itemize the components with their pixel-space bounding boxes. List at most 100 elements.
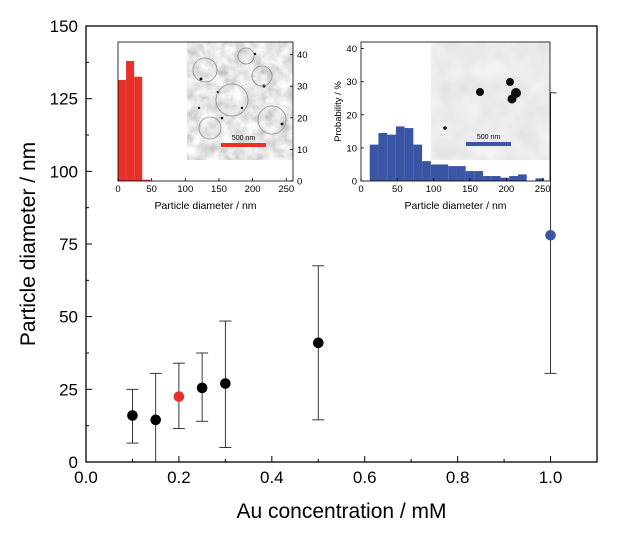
y-tick-label: 125 — [50, 90, 78, 109]
data-point — [196, 382, 208, 394]
histogram-bar — [142, 179, 151, 181]
histogram-bar — [465, 171, 475, 181]
histogram-bar — [518, 174, 527, 181]
y-tick-label: 100 — [50, 162, 78, 181]
nanoparticle — [253, 52, 257, 56]
inset-x-tick-label: 100 — [426, 184, 442, 195]
inset-x-tick-label: 150 — [211, 184, 227, 195]
histogram-bar — [395, 126, 405, 181]
inset-y-tick-label: 30 — [346, 77, 357, 88]
histogram-bar — [134, 76, 143, 181]
histogram-bar — [474, 171, 484, 181]
x-tick-label: 0.4 — [260, 468, 284, 487]
inset-x-tick-label: 50 — [392, 184, 403, 195]
y-tick-label: 0 — [69, 453, 78, 472]
nanoparticle — [199, 77, 203, 81]
histogram-bar — [387, 134, 396, 181]
histogram-bar — [483, 176, 492, 181]
data-point — [173, 391, 185, 402]
inset-frame — [360, 41, 551, 182]
x-axis-label: Au concentration / mM — [236, 500, 446, 523]
bubble-outline — [192, 57, 218, 83]
nanoparticle — [240, 106, 244, 110]
scale-bar-label-blue: 500 nm — [477, 134, 501, 141]
inset-x-tick-label: 0 — [358, 184, 363, 195]
histogram-bar — [422, 161, 431, 181]
bubble-outline — [251, 65, 273, 87]
nanoparticle — [476, 88, 484, 96]
inset-x-tick-label: 250 — [535, 184, 551, 195]
histogram-bar — [535, 178, 545, 181]
scale-bar-red — [221, 143, 266, 147]
tem-image-blue — [431, 42, 550, 160]
histogram-bar — [456, 166, 466, 181]
nanoparticle — [197, 106, 201, 110]
histogram-bar — [430, 164, 440, 181]
histogram-bar — [404, 128, 414, 181]
y-tick-label: 75 — [59, 235, 78, 254]
x-tick-label: 0.8 — [446, 468, 470, 487]
inset-x-tick-label: 200 — [498, 184, 514, 195]
x-tick-label: 0.0 — [74, 468, 98, 487]
inset-histogram-blue: 0 50 100 150 200 250 0 10 20 30 40 Particle diamete… — [333, 41, 551, 212]
nanoparticle — [443, 126, 447, 130]
inset-y-tick-label: 0 — [297, 177, 302, 188]
x-tick-label: 0.6 — [353, 468, 377, 487]
data-point — [127, 410, 138, 421]
nanoparticle — [506, 78, 514, 86]
inset-frame — [117, 41, 294, 182]
inset-x-axis-label: Particle diameter / nm — [154, 200, 256, 212]
inset-x-tick-label: 200 — [245, 184, 261, 195]
inset-y-tick-label: 0 — [352, 177, 357, 188]
x-tick-label: 0.2 — [167, 468, 191, 487]
nanoparticle — [220, 116, 224, 120]
tem-image-blue-particles — [443, 78, 521, 130]
bubble-outline — [198, 116, 222, 140]
y-tick-label: 150 — [50, 17, 78, 36]
tem-image-red-features — [192, 47, 287, 140]
inset-y-tick-label: 40 — [297, 50, 308, 61]
data-point — [545, 229, 556, 241]
inset-x-axis-label: Particle diameter / nm — [404, 200, 506, 212]
inset-x-tick-label: 50 — [146, 184, 157, 195]
nanoparticle — [507, 94, 517, 104]
y-tick-label: 25 — [59, 380, 78, 399]
histogram-bar — [126, 60, 135, 181]
bubble-outline — [257, 105, 287, 135]
inset-y-tick-label: 30 — [297, 82, 308, 93]
y-axis-label: Particle diameter / nm — [17, 142, 40, 346]
scale-bar-label-red: 500 nm — [232, 135, 256, 142]
data-point — [312, 337, 324, 349]
bubble-outline — [237, 47, 255, 65]
data-point — [150, 414, 161, 426]
inset-x-tick-label: 250 — [278, 184, 294, 195]
x-tick-label: 1.0 — [539, 468, 563, 487]
histogram-bar — [509, 176, 519, 181]
y-tick-label: 50 — [59, 308, 78, 327]
histogram-bar — [448, 166, 457, 181]
data-point — [220, 378, 231, 389]
inset-y-axis-label: Probability / % — [333, 81, 344, 142]
inset-y-tick-label: 10 — [297, 145, 308, 156]
nanoparticle — [280, 122, 284, 126]
inset-x-tick-label: 100 — [177, 184, 193, 195]
inset-y-tick-label: 20 — [297, 113, 308, 124]
scale-bar-blue — [466, 142, 511, 146]
inset-x-tick-label: 0 — [115, 184, 120, 195]
inset-y-tick-label: 10 — [346, 143, 357, 154]
bubble-outline — [215, 83, 249, 117]
tem-image-red — [187, 42, 293, 160]
inset-y-tick-label: 20 — [346, 110, 357, 121]
histogram-bar — [118, 79, 127, 181]
histogram-bar — [500, 177, 510, 181]
histogram-bar — [439, 164, 449, 181]
inset-y-tick-label: 40 — [346, 44, 357, 55]
histogram-bar — [369, 144, 379, 181]
inset-x-tick-label: 150 — [462, 184, 478, 195]
histogram-bar — [413, 144, 423, 181]
histogram-bar — [491, 176, 501, 181]
